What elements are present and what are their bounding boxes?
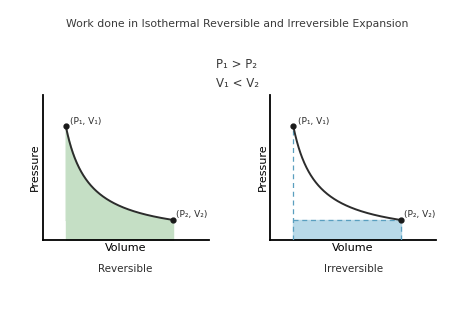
Text: (P₁, V₁): (P₁, V₁) xyxy=(298,118,329,126)
X-axis label: Volume: Volume xyxy=(105,243,146,253)
Text: (P₂, V₂): (P₂, V₂) xyxy=(176,210,208,219)
Text: P₁ > P₂: P₁ > P₂ xyxy=(217,58,257,71)
Text: (P₁, V₁): (P₁, V₁) xyxy=(70,118,102,126)
Y-axis label: Pressure: Pressure xyxy=(257,144,267,191)
Text: Work done in Isothermal Reversible and Irreversible Expansion: Work done in Isothermal Reversible and I… xyxy=(66,19,408,29)
Text: Irreversible: Irreversible xyxy=(324,264,383,274)
Text: Reversible: Reversible xyxy=(99,264,153,274)
Text: (P₂, V₂): (P₂, V₂) xyxy=(404,210,435,219)
Y-axis label: Pressure: Pressure xyxy=(30,144,40,191)
X-axis label: Volume: Volume xyxy=(332,243,374,253)
Text: V₁ < V₂: V₁ < V₂ xyxy=(216,77,258,90)
